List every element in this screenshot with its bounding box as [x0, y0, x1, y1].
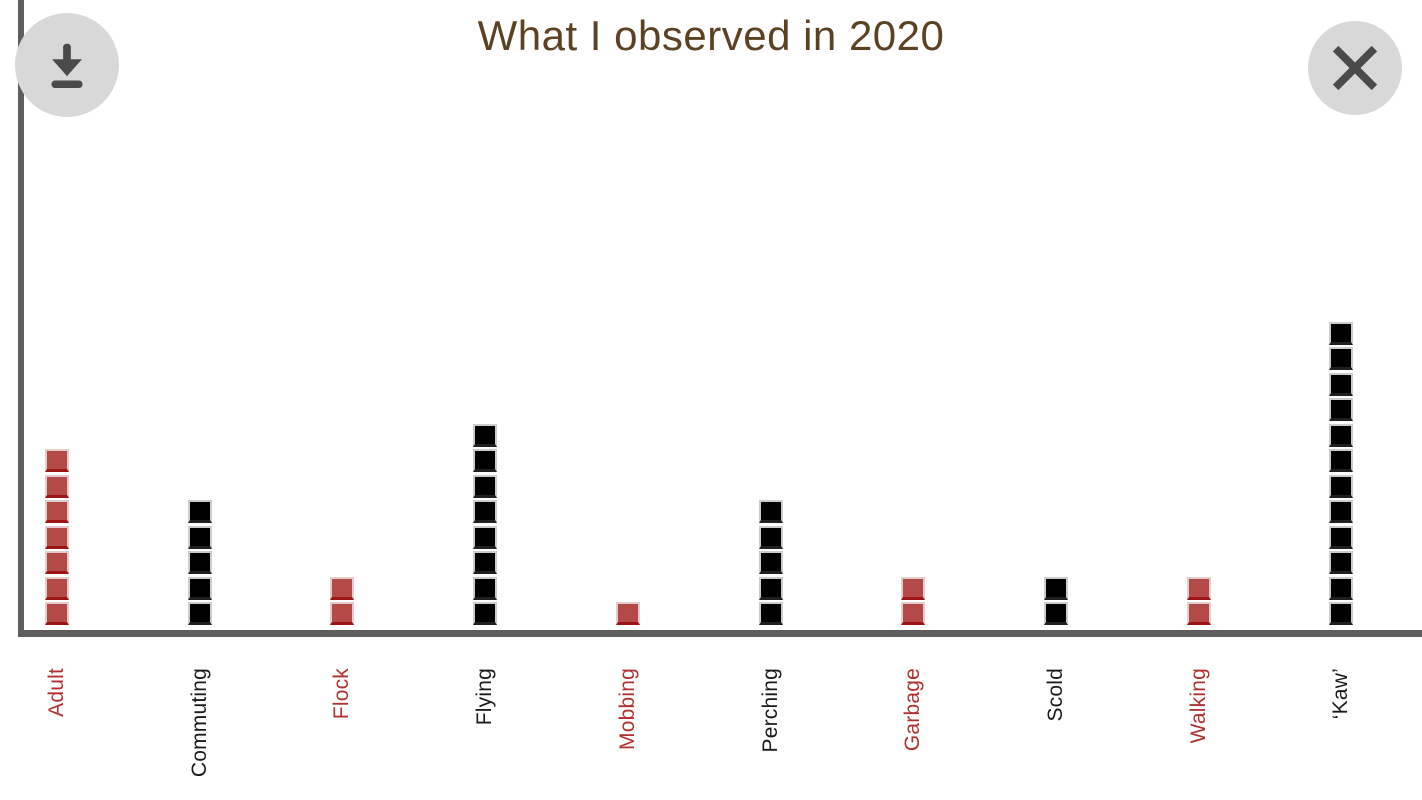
unit-square [330, 576, 355, 600]
unit-square [615, 602, 640, 625]
bar-column-commuting [187, 500, 212, 625]
unit-square [45, 449, 69, 472]
unit-square [45, 551, 69, 574]
x-axis-label: Commuting [187, 668, 211, 778]
x-axis-label: Scold [1044, 668, 1068, 722]
unit-square [1329, 321, 1354, 345]
unit-square [45, 602, 69, 625]
unit-square [473, 500, 498, 523]
unit-square [901, 602, 926, 625]
unit-square [1329, 474, 1354, 498]
unit-square [187, 551, 212, 574]
unit-square [45, 576, 69, 600]
unit-square [1329, 576, 1354, 600]
bar-column-adult [45, 449, 69, 625]
unit-square [758, 602, 783, 625]
close-icon [1324, 37, 1386, 99]
y-axis-line [18, 0, 24, 637]
bar-column-walking [1186, 576, 1211, 625]
unit-square [187, 500, 212, 523]
unit-square [473, 525, 498, 549]
unit-square [45, 500, 69, 523]
x-axis-label: ‘Kaw’ [1329, 668, 1353, 720]
unit-square [45, 525, 69, 549]
unit-square [330, 602, 355, 625]
unit-square [901, 576, 926, 600]
unit-square [45, 474, 69, 498]
bar-column-flying [473, 423, 498, 625]
x-axis-label: Mobbing [615, 668, 639, 750]
unit-square [473, 576, 498, 600]
unit-square [1329, 602, 1354, 625]
download-button[interactable] [15, 13, 119, 117]
unit-square [473, 551, 498, 574]
x-axis-label: Garbage [901, 668, 925, 752]
unit-square [1329, 347, 1354, 370]
unit-square [758, 551, 783, 574]
unit-square [1186, 576, 1211, 600]
unit-square [1329, 500, 1354, 523]
unit-square [1044, 602, 1069, 625]
unit-square [187, 525, 212, 549]
unit-square [758, 500, 783, 523]
bar-column-flock [330, 576, 355, 625]
unit-square [473, 602, 498, 625]
x-axis-label: Walking [1186, 668, 1210, 744]
unit-square [473, 474, 498, 498]
bar-column-kaw [1329, 321, 1354, 625]
unit-square [1329, 449, 1354, 472]
unit-square [473, 423, 498, 447]
download-icon [38, 36, 96, 94]
bar-column-garbage [901, 576, 926, 625]
x-axis-line [18, 630, 1422, 637]
bar-column-perching [758, 500, 783, 625]
x-axis-label: Flock [330, 668, 354, 720]
unit-square [1329, 372, 1354, 396]
x-axis-label: Perching [758, 668, 782, 753]
x-axis-label: Adult [45, 668, 68, 717]
unit-square [187, 576, 212, 600]
unit-square [1044, 576, 1069, 600]
unit-square [1329, 398, 1354, 421]
x-axis-label: Flying [473, 668, 497, 726]
unit-square [1329, 525, 1354, 549]
unit-square [187, 602, 212, 625]
unit-square [758, 525, 783, 549]
unit-square [1329, 551, 1354, 574]
bar-column-scold [1044, 576, 1069, 625]
unit-square [758, 576, 783, 600]
unit-square [1186, 602, 1211, 625]
unit-square [1329, 423, 1354, 447]
chart-title: What I observed in 2020 [477, 12, 945, 59]
unit-square [473, 449, 498, 472]
close-button[interactable] [1308, 21, 1402, 115]
bar-column-mobbing [615, 602, 640, 625]
